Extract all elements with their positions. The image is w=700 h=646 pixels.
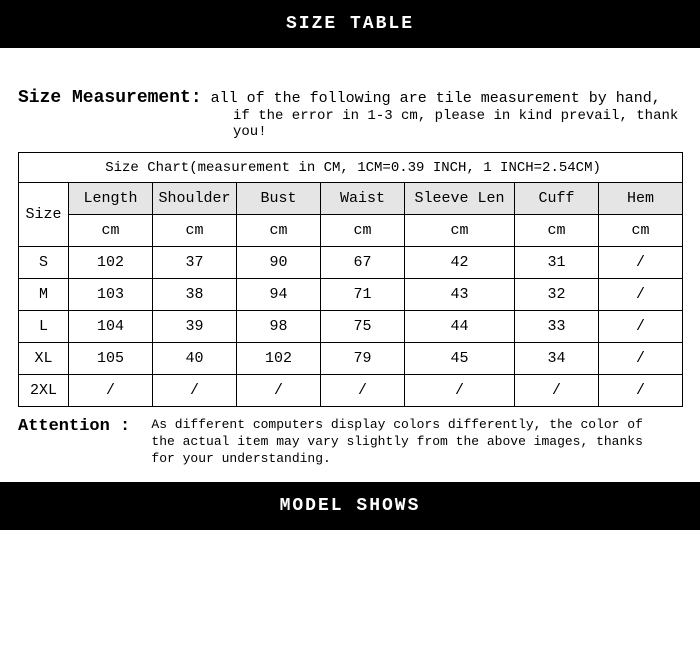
data-cell: 44 xyxy=(405,311,515,343)
size-measurement-block: Size Measurement: all of the following a… xyxy=(18,88,682,140)
size-cell: L xyxy=(19,311,69,343)
data-cell: 98 xyxy=(237,311,321,343)
data-cell: 94 xyxy=(237,279,321,311)
data-cell: 40 xyxy=(153,343,237,375)
data-cell: 90 xyxy=(237,247,321,279)
data-cell: / xyxy=(153,375,237,407)
attention-text: As different computers display colors di… xyxy=(151,417,671,468)
table-row: M 103 38 94 71 43 32 / xyxy=(19,279,683,311)
size-chart-table: Size Chart(measurement in CM, 1CM=0.39 I… xyxy=(18,152,683,407)
data-cell: 102 xyxy=(69,247,153,279)
table-unit-row: cm cm cm cm cm cm cm xyxy=(19,215,683,247)
size-measurement-text-1: all of the following are tile measuremen… xyxy=(211,90,661,107)
size-cell: 2XL xyxy=(19,375,69,407)
data-cell: 105 xyxy=(69,343,153,375)
size-cell: XL xyxy=(19,343,69,375)
data-cell: / xyxy=(321,375,405,407)
col-sleeve: Sleeve Len xyxy=(405,183,515,215)
col-waist: Waist xyxy=(321,183,405,215)
unit-shoulder: cm xyxy=(153,215,237,247)
data-cell: 67 xyxy=(321,247,405,279)
data-cell: 102 xyxy=(237,343,321,375)
data-cell: / xyxy=(599,343,683,375)
data-cell: / xyxy=(599,279,683,311)
unit-bust: cm xyxy=(237,215,321,247)
col-bust: Bust xyxy=(237,183,321,215)
data-cell: 71 xyxy=(321,279,405,311)
data-cell: / xyxy=(599,311,683,343)
col-shoulder: Shoulder xyxy=(153,183,237,215)
col-length: Length xyxy=(69,183,153,215)
unit-hem: cm xyxy=(599,215,683,247)
size-table-banner: SIZE TABLE xyxy=(0,0,700,48)
table-row: 2XL / / / / / / / xyxy=(19,375,683,407)
size-cell: S xyxy=(19,247,69,279)
data-cell: 45 xyxy=(405,343,515,375)
data-cell: 104 xyxy=(69,311,153,343)
data-cell: 31 xyxy=(515,247,599,279)
data-cell: 42 xyxy=(405,247,515,279)
data-cell: / xyxy=(237,375,321,407)
data-cell: 75 xyxy=(321,311,405,343)
data-cell: 34 xyxy=(515,343,599,375)
table-caption-row: Size Chart(measurement in CM, 1CM=0.39 I… xyxy=(19,153,683,183)
table-row: XL 105 40 102 79 45 34 / xyxy=(19,343,683,375)
col-hem: Hem xyxy=(599,183,683,215)
data-cell: 79 xyxy=(321,343,405,375)
data-cell: 37 xyxy=(153,247,237,279)
col-cuff: Cuff xyxy=(515,183,599,215)
data-cell: / xyxy=(599,375,683,407)
table-corner-size: Size xyxy=(19,183,69,247)
data-cell: 38 xyxy=(153,279,237,311)
size-measurement-label: Size Measurement: xyxy=(18,88,202,108)
data-cell: 103 xyxy=(69,279,153,311)
data-cell: 33 xyxy=(515,311,599,343)
attention-block: Attention : As different computers displ… xyxy=(18,417,682,468)
size-measurement-text-2: if the error in 1-3 cm, please in kind p… xyxy=(233,108,682,140)
data-cell: / xyxy=(515,375,599,407)
table-row: L 104 39 98 75 44 33 / xyxy=(19,311,683,343)
data-cell: / xyxy=(599,247,683,279)
data-cell: 32 xyxy=(515,279,599,311)
data-cell: 39 xyxy=(153,311,237,343)
unit-sleeve: cm xyxy=(405,215,515,247)
table-header-row: Size Length Shoulder Bust Waist Sleeve L… xyxy=(19,183,683,215)
table-caption: Size Chart(measurement in CM, 1CM=0.39 I… xyxy=(19,153,683,183)
unit-cuff: cm xyxy=(515,215,599,247)
table-row: S 102 37 90 67 42 31 / xyxy=(19,247,683,279)
size-cell: M xyxy=(19,279,69,311)
model-shows-banner: MODEL SHOWS xyxy=(0,482,700,530)
content-area: Size Measurement: all of the following a… xyxy=(0,48,700,482)
data-cell: 43 xyxy=(405,279,515,311)
data-cell: / xyxy=(69,375,153,407)
data-cell: / xyxy=(405,375,515,407)
attention-label: Attention : xyxy=(18,417,143,436)
unit-waist: cm xyxy=(321,215,405,247)
unit-length: cm xyxy=(69,215,153,247)
